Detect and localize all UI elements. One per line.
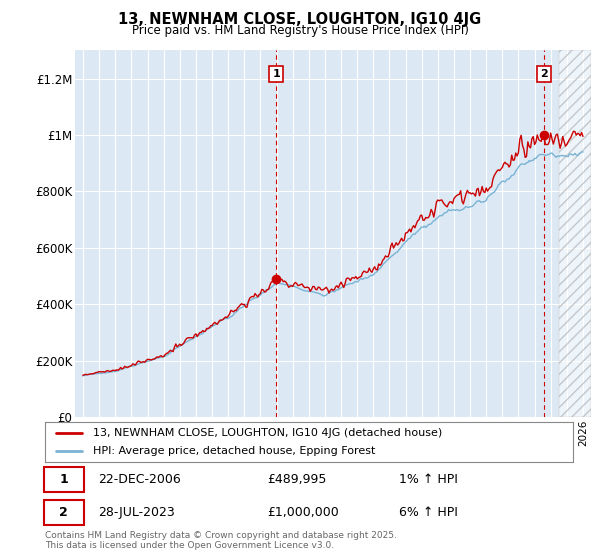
Text: 22-DEC-2006: 22-DEC-2006 xyxy=(98,473,181,486)
Text: 1: 1 xyxy=(272,69,280,80)
Bar xyxy=(559,50,591,417)
Text: HPI: Average price, detached house, Epping Forest: HPI: Average price, detached house, Eppi… xyxy=(92,446,375,456)
Text: £1,000,000: £1,000,000 xyxy=(267,506,338,519)
Text: 6% ↑ HPI: 6% ↑ HPI xyxy=(399,506,458,519)
Text: 2: 2 xyxy=(540,69,548,80)
Text: 13, NEWNHAM CLOSE, LOUGHTON, IG10 4JG: 13, NEWNHAM CLOSE, LOUGHTON, IG10 4JG xyxy=(118,12,482,27)
FancyBboxPatch shape xyxy=(44,467,83,492)
Text: 28-JUL-2023: 28-JUL-2023 xyxy=(98,506,175,519)
FancyBboxPatch shape xyxy=(44,500,83,525)
Bar xyxy=(559,50,591,417)
Text: £489,995: £489,995 xyxy=(267,473,326,486)
Text: Price paid vs. HM Land Registry's House Price Index (HPI): Price paid vs. HM Land Registry's House … xyxy=(131,24,469,36)
Text: 1% ↑ HPI: 1% ↑ HPI xyxy=(399,473,458,486)
Text: Contains HM Land Registry data © Crown copyright and database right 2025.
This d: Contains HM Land Registry data © Crown c… xyxy=(45,531,397,550)
Text: 1: 1 xyxy=(59,473,68,486)
Text: 2: 2 xyxy=(59,506,68,519)
Text: 13, NEWNHAM CLOSE, LOUGHTON, IG10 4JG (detached house): 13, NEWNHAM CLOSE, LOUGHTON, IG10 4JG (d… xyxy=(92,428,442,437)
